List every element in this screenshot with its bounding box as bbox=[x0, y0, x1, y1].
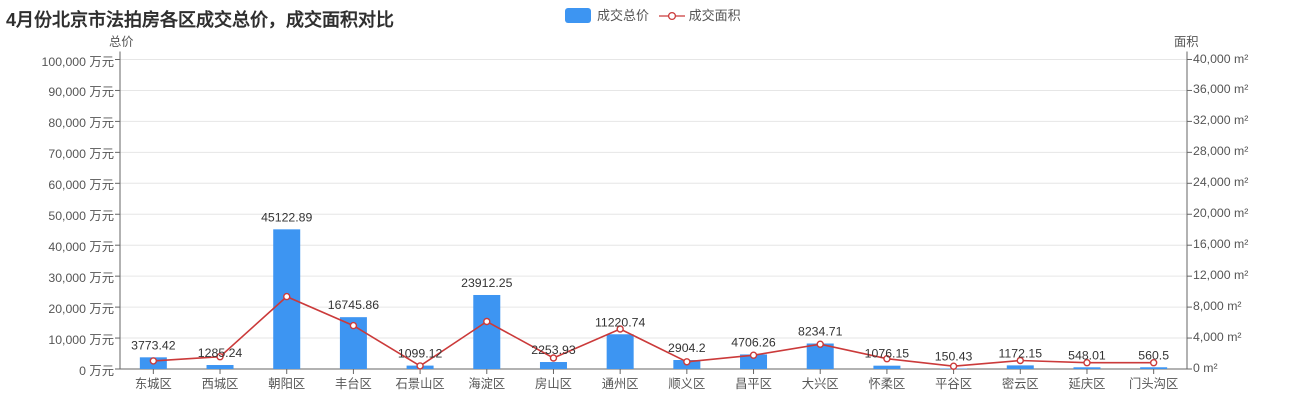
svg-text:23912.25: 23912.25 bbox=[461, 276, 512, 290]
svg-text:45122.89: 45122.89 bbox=[261, 210, 312, 224]
svg-text:560.5: 560.5 bbox=[1138, 348, 1169, 362]
svg-text:3773.42: 3773.42 bbox=[131, 338, 176, 352]
svg-text:1099.12: 1099.12 bbox=[398, 347, 443, 361]
svg-text:2904.2: 2904.2 bbox=[668, 341, 706, 355]
svg-text:8234.71: 8234.71 bbox=[798, 325, 843, 339]
svg-text:4706.26: 4706.26 bbox=[731, 335, 776, 349]
svg-text:16745.86: 16745.86 bbox=[328, 298, 379, 312]
svg-text:2253.93: 2253.93 bbox=[531, 343, 576, 357]
svg-text:150.43: 150.43 bbox=[935, 350, 973, 364]
svg-text:1285.24: 1285.24 bbox=[198, 346, 243, 360]
svg-text:1076.15: 1076.15 bbox=[865, 347, 910, 361]
svg-text:1172.15: 1172.15 bbox=[999, 346, 1043, 360]
svg-text:11220.74: 11220.74 bbox=[595, 315, 646, 329]
svg-text:548.01: 548.01 bbox=[1068, 348, 1106, 362]
